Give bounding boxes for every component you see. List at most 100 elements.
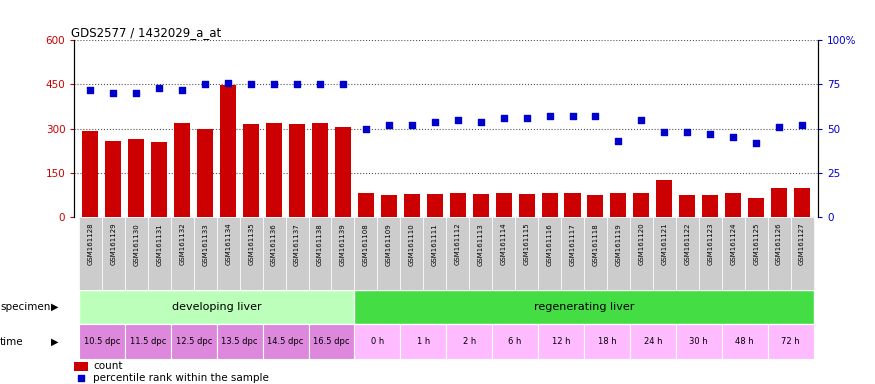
Bar [174,123,190,217]
Point [405,122,419,128]
Text: GSM161124: GSM161124 [731,223,736,265]
Point [473,119,487,125]
Text: GSM161137: GSM161137 [294,223,300,266]
Text: GSM161128: GSM161128 [88,223,94,265]
Bar [285,217,309,290]
Text: GSM161112: GSM161112 [455,223,461,265]
Point [152,85,166,91]
Point [290,81,304,88]
Bar [377,217,401,290]
Text: 48 h: 48 h [735,337,754,346]
Bar [450,194,466,217]
Point [657,129,671,135]
Bar [354,290,814,324]
Point [313,81,327,88]
Bar [745,217,767,290]
Bar [515,217,538,290]
Text: GSM161123: GSM161123 [707,223,713,265]
Text: 16.5 dpc: 16.5 dpc [313,337,350,346]
Text: 12.5 dpc: 12.5 dpc [176,337,212,346]
Text: GSM161138: GSM161138 [317,223,323,266]
Bar [105,141,122,217]
Text: developing liver: developing liver [172,302,262,312]
Bar [607,217,630,290]
Text: 2 h: 2 h [463,337,476,346]
Point [520,115,534,121]
Text: ▶: ▶ [51,302,59,312]
Text: time: time [0,337,24,347]
Bar [794,187,810,217]
Bar [473,194,489,217]
Point [382,122,396,128]
Bar [676,217,699,290]
Bar [722,324,767,359]
Bar [703,195,718,217]
Bar [262,217,285,290]
Bar [193,217,217,290]
Text: GSM161109: GSM161109 [386,223,392,266]
Text: GSM161115: GSM161115 [523,223,529,265]
Bar [240,217,262,290]
Text: 12 h: 12 h [552,337,570,346]
Text: percentile rank within the sample: percentile rank within the sample [93,373,269,383]
Bar [401,217,424,290]
Bar [634,193,649,217]
Text: GSM161135: GSM161135 [248,223,254,265]
Point [107,90,121,96]
Text: 13.5 dpc: 13.5 dpc [221,337,258,346]
Bar [129,139,144,217]
Text: ▶: ▶ [51,337,59,347]
Bar [262,324,309,359]
Point [497,115,511,121]
Point [565,113,579,119]
Text: regenerating liver: regenerating liver [534,302,634,312]
Text: GSM161111: GSM161111 [431,223,438,266]
Bar [699,217,722,290]
Bar [538,217,561,290]
Text: GSM161133: GSM161133 [202,223,208,266]
Text: 24 h: 24 h [644,337,662,346]
Bar [381,195,397,217]
Text: specimen: specimen [0,302,51,312]
Bar [102,217,125,290]
Bar [148,217,171,290]
Bar [587,195,604,217]
Point [704,131,717,137]
Bar [79,324,125,359]
Bar [401,324,446,359]
Text: 0 h: 0 h [371,337,384,346]
Bar [584,324,630,359]
Point [359,126,373,132]
Bar [611,193,626,217]
Point [428,119,442,125]
Bar [335,127,351,217]
Bar [243,124,259,217]
Bar [492,217,515,290]
Bar [771,187,788,217]
Text: GSM161136: GSM161136 [271,223,277,266]
Point [726,134,740,141]
Text: GSM161122: GSM161122 [684,223,690,265]
Text: GSM161110: GSM161110 [409,223,415,266]
Bar [354,324,401,359]
Bar [354,217,377,290]
Text: GSM161116: GSM161116 [547,223,552,266]
Bar [584,217,607,290]
Bar [358,194,374,217]
Bar [495,194,512,217]
Bar [446,217,469,290]
Bar [197,129,214,217]
Text: 6 h: 6 h [508,337,522,346]
Text: GSM161134: GSM161134 [225,223,231,265]
Text: 10.5 dpc: 10.5 dpc [84,337,120,346]
Bar [427,194,443,217]
Point [267,81,281,88]
Text: GSM161113: GSM161113 [478,223,484,266]
Bar [767,217,791,290]
Bar [679,195,696,217]
Bar [630,324,676,359]
Text: 11.5 dpc: 11.5 dpc [130,337,166,346]
Text: GSM161125: GSM161125 [753,223,760,265]
Text: GSM161114: GSM161114 [500,223,507,265]
Bar [82,131,99,217]
